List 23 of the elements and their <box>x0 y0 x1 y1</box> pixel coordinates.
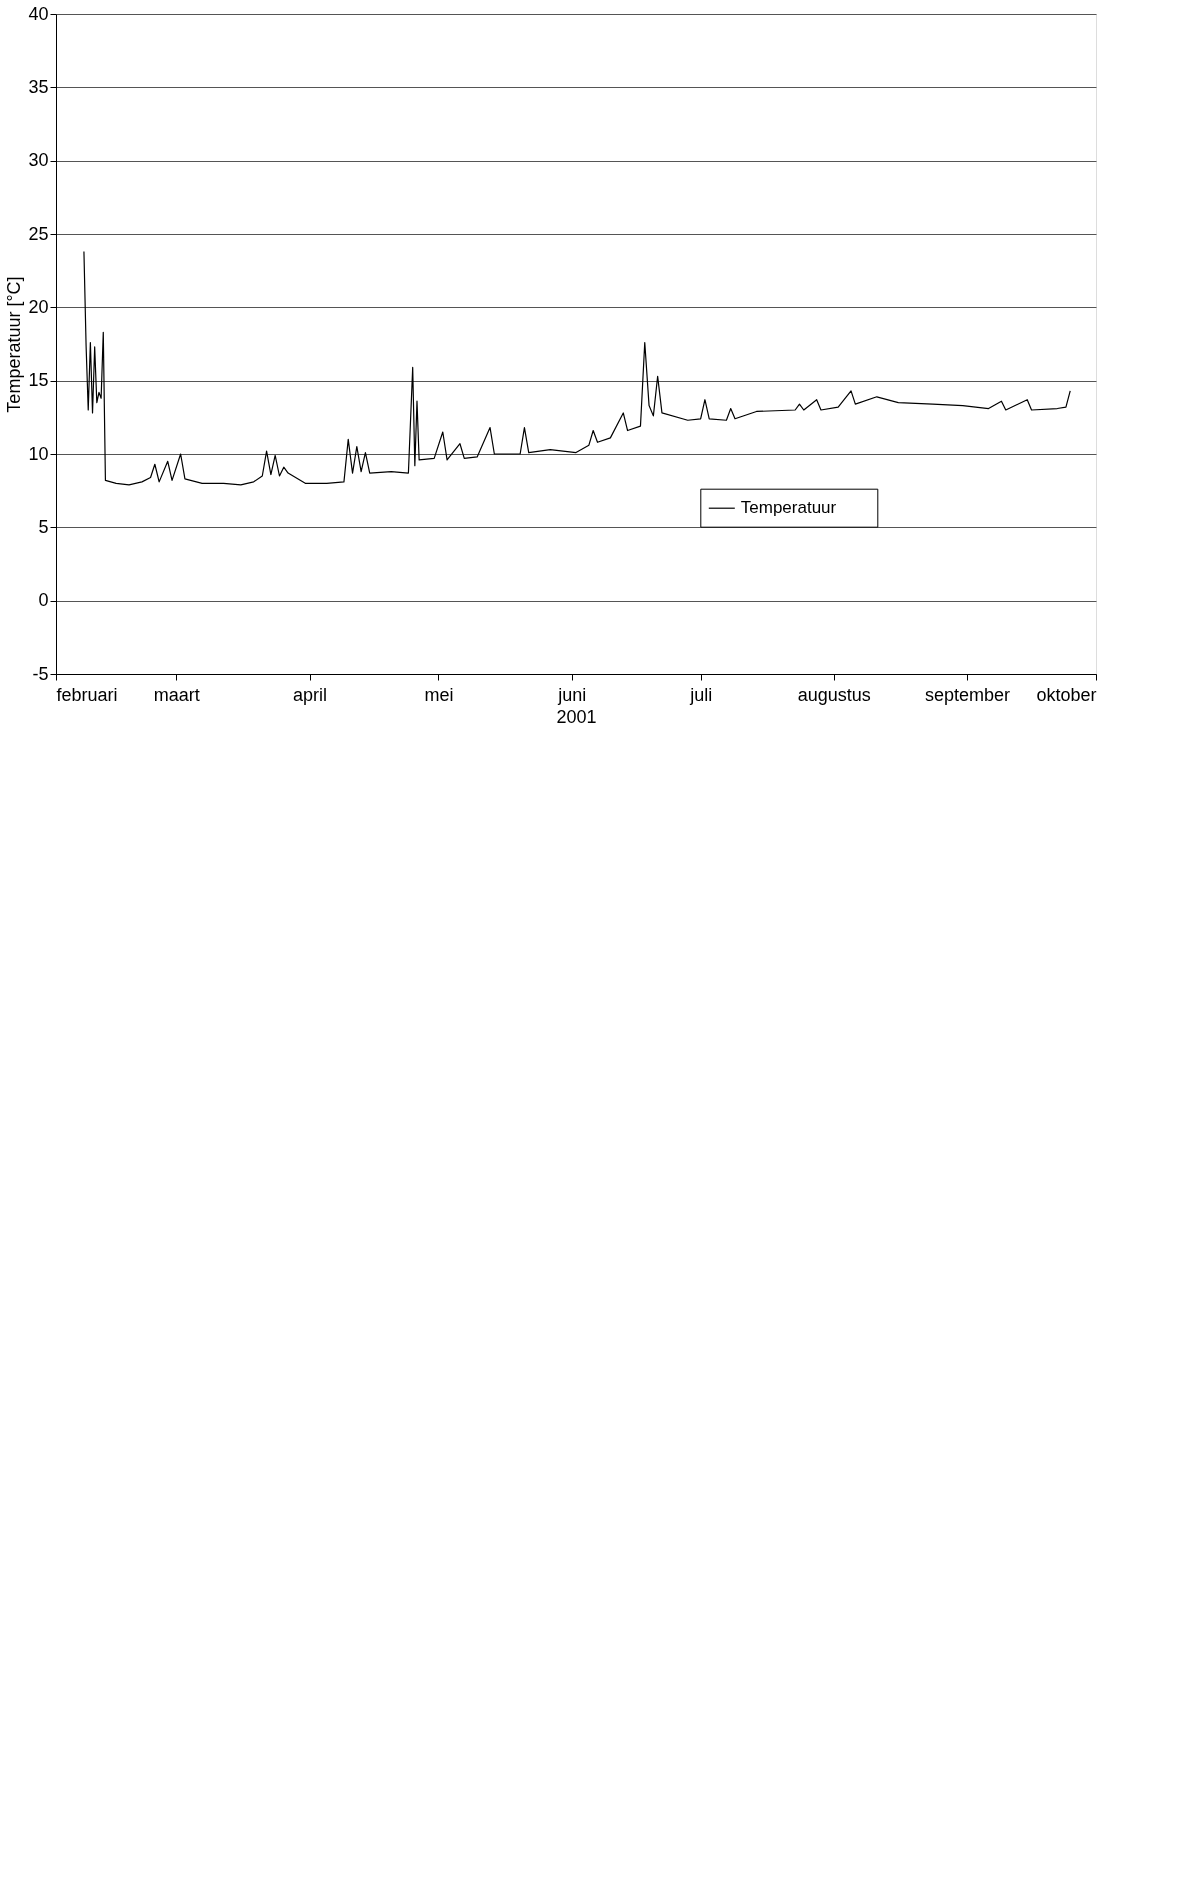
y-tick-label: 20 <box>28 296 49 317</box>
x-tick-label: april <box>293 684 328 705</box>
y-tick-label: 10 <box>28 443 49 464</box>
y-tick-label: 0 <box>38 590 49 611</box>
y-tick-label: 35 <box>28 76 49 97</box>
y-tick-label: 15 <box>28 370 49 391</box>
x-tick-label: februari <box>56 684 118 705</box>
x-tick-label: juli <box>689 684 713 705</box>
y-tick-label: -5 <box>32 663 49 684</box>
legend-label: Temperatuur <box>740 498 837 518</box>
x-tick-label: juni <box>557 684 587 705</box>
y-tick-label: 5 <box>38 516 49 537</box>
line-series <box>83 251 1071 486</box>
y-tick-label: 25 <box>28 223 49 244</box>
x-tick-label: september <box>925 684 1011 705</box>
x-tick-label: augustus <box>797 684 871 705</box>
y-tick-label: 30 <box>28 150 49 171</box>
y-tick-label: 40 <box>28 3 49 24</box>
x-tick-label: mei <box>424 684 454 705</box>
x-axis-title: 2001 <box>556 706 597 727</box>
x-tick-label: maart <box>153 684 200 705</box>
x-tick-label: oktober <box>1036 684 1097 705</box>
y-axis-title: Temperatuur [°C] <box>4 276 25 413</box>
